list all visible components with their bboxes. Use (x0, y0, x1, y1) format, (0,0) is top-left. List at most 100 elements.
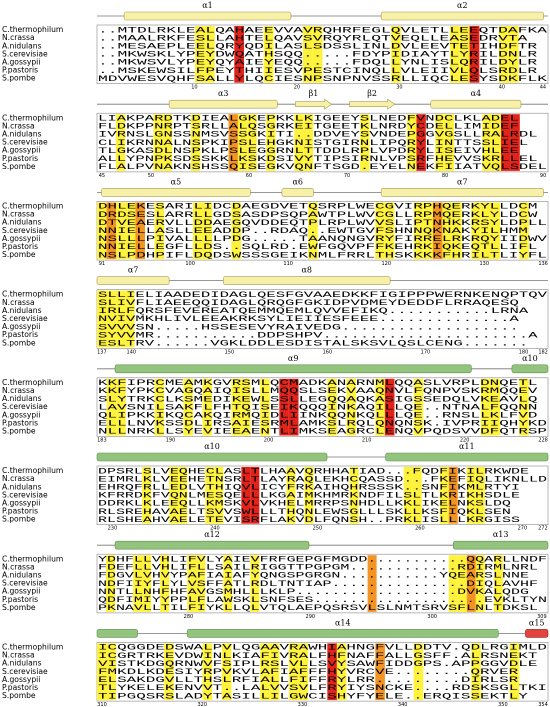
species-name: A.nidulans (2, 570, 42, 579)
conservation-shade (480, 202, 491, 260)
helix (380, 11, 544, 21)
ruler-label: 310 (97, 702, 107, 707)
species-name: S.pombe (2, 74, 36, 83)
alignment-block: α1 α2 C.thermophilum ..MTDLRKLEALQAHAEEVVAV… (2, 1, 549, 91)
species-name: P.pastoris (2, 507, 38, 516)
structure-label: α1 (202, 1, 213, 10)
conservation-shade (223, 555, 233, 612)
ruler-label: 210 (362, 438, 372, 444)
helix (123, 11, 292, 21)
alignment-block: α14 α15 C.thermophilum ICQGGDEDSWALPVLQGAAV… (2, 618, 549, 707)
species-name: S.pombe (2, 515, 36, 524)
conservation-shade (106, 643, 117, 701)
structure-label: α9 (288, 354, 299, 363)
ruler-label: 10 (191, 85, 197, 91)
conservation-shade (192, 202, 203, 260)
conservation-shade (269, 643, 280, 701)
species-name: A.gossypii (2, 146, 40, 155)
sequence: IVRNSLGNSSNMSVSSGKITI..DDVEYSVNDEPGGVGSL… (98, 130, 538, 140)
species-name: P.pastoris (2, 330, 38, 339)
conservation-shade (303, 114, 314, 171)
conservation-shade (375, 378, 385, 436)
ruler-label: 320 (197, 702, 207, 707)
conservation-shade (135, 202, 145, 260)
sequence: LAVSNILSAKFLFHTQISEIKQQQINKAQILLQE..NTNA… (98, 402, 537, 412)
ruler-label: 272 (538, 526, 548, 532)
helix (96, 276, 170, 285)
ruler-label: 280 (184, 614, 194, 620)
conservation-shade (509, 643, 520, 701)
conservation-shade (190, 114, 201, 171)
sequence: MDVWESVQHFSALLYLQCIESNPSNPNVSSRLLIQCLESY… (98, 74, 549, 84)
species-name: P.pastoris (2, 66, 38, 75)
ruler-label: 230 (108, 526, 118, 532)
helix (168, 99, 278, 109)
helix (114, 364, 472, 374)
species-name: C.thermophilum (2, 201, 63, 210)
species-name: N.crassa (2, 386, 35, 395)
sequence: ELSAKDGVLLTHSLRFIALLFIFFRYLRR.........DI… (98, 675, 518, 685)
conservation-shade (312, 26, 323, 83)
ruler-label: 183 (97, 438, 107, 444)
conservation-shade (288, 643, 299, 701)
helix (222, 276, 391, 285)
alignment-block: α10 α11 C.thermophilum DPSRLSLVEQHECLASLTLH… (2, 442, 549, 532)
ruler-label: 228 (538, 438, 548, 444)
sequence: ESLTRV......VGKLDDLESDISTALSKSVLQSLCENG.… (98, 338, 528, 348)
ruler-label: 20 (294, 85, 300, 91)
conservation-shade (204, 26, 215, 83)
alignment-block: α5 α6 α7 C.thermophilum DHLEKESARILIDCDAEGDV… (2, 177, 549, 267)
species-name: A.gossypii (2, 498, 40, 507)
ruler-label: 330 (298, 702, 308, 707)
conservation-shade (202, 202, 213, 260)
sequence: FDEFLLVHLIFLLSAILRIGGTTPGPGM............… (98, 563, 538, 573)
sequence: ALLYPNPKSDSSKKLKSKDSIVYTIPSIRNLVPSRFHEVV… (98, 154, 538, 164)
structure-label: α7 (128, 266, 139, 275)
structure-label: α6 (292, 177, 303, 186)
sequence: CLIKRNNALNSPKIPSLEHGKNISTGIRNLIPQRYLINTT… (98, 138, 528, 148)
helix (114, 540, 310, 550)
conservation-shade (375, 643, 385, 701)
ruler-label: 44 (540, 85, 546, 91)
sequence: NDFIIYFLYLVSFFATLRDLTNTIAP..............… (98, 579, 538, 589)
species-name: S.cerevisiae (2, 402, 48, 411)
conservation-shade (471, 202, 481, 260)
conservation-shade (162, 114, 173, 171)
conservation-shade (288, 378, 299, 436)
ruler-label: 220 (460, 438, 470, 444)
sequence: DDRKLKLEEQLLKMSKVLVKHELMRRPSNHDLLKKLIKEL… (98, 499, 511, 509)
sequence: PKNAVLLTILFIYKLLQLVTQLAEPQSRSVLSLNMTSRVS… (98, 603, 538, 613)
sequence: QLIPKKIKQCAKQIRMQIDLIINKQQNKQLLLQE..RNSL… (98, 410, 537, 420)
beta-strand (295, 98, 333, 110)
conservation-shade (228, 114, 238, 171)
conservation-shade (413, 378, 424, 436)
ruler-label: 137 (97, 349, 107, 355)
sequence: DTVEAERVLLDDAEGQVDDEQTPLRPLWVVSLIPTNHKKR… (98, 218, 547, 228)
conservation-shade (263, 26, 274, 83)
conservation-shade (442, 202, 453, 260)
species-name: S.cerevisiae (2, 314, 48, 323)
conservation-shade (466, 555, 476, 612)
sequence: ..MKWSVLYPEYQYAIEYEQQ.....FDQLLYNLISLQRI… (98, 58, 537, 68)
conservation-shade (231, 378, 241, 436)
species-name: C.thermophilum (2, 642, 63, 651)
conservation-shade (106, 290, 116, 348)
species-name: S.cerevisiae (2, 667, 48, 676)
ruler-label: 300 (427, 614, 437, 620)
conservation-shade (412, 467, 422, 524)
conservation-shade (237, 114, 248, 171)
conservation-shade (375, 202, 385, 260)
helix (511, 364, 549, 374)
conservation-shade (196, 555, 206, 612)
ruler-label: 110 (283, 261, 293, 267)
structure-label: α14 (335, 618, 351, 627)
conservation-shade (413, 643, 424, 701)
conservation-shade (367, 555, 377, 612)
species-name: S.cerevisiae (2, 138, 48, 147)
conservation-shade (169, 467, 179, 524)
helix (452, 540, 549, 550)
conservation-shade (384, 378, 395, 436)
conservation-shade (178, 467, 188, 524)
conservation-shade (195, 26, 205, 83)
